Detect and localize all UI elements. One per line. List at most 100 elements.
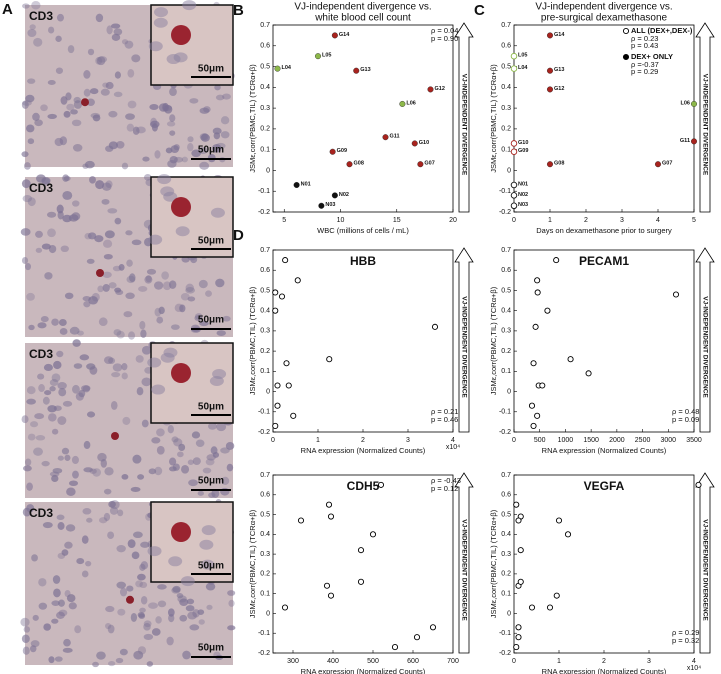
nucleus [169, 130, 176, 136]
nucleus [187, 136, 194, 143]
nucleus [170, 324, 180, 330]
nucleus [127, 100, 137, 109]
nucleus [112, 363, 123, 372]
data-point [534, 277, 541, 284]
data-point [515, 634, 522, 641]
nucleus [121, 39, 129, 45]
y-tick-label: 0.7 [260, 247, 270, 254]
nucleus [103, 254, 113, 260]
nucleus [157, 584, 167, 590]
y-tick-label: -0.2 [499, 209, 511, 216]
data-point [427, 86, 434, 93]
x-tick-label: 500 [534, 437, 546, 444]
nucleus [154, 466, 163, 476]
nucleus [143, 622, 151, 631]
divergence-arrow [695, 247, 715, 433]
nucleus [125, 230, 133, 236]
stained-cell [126, 595, 134, 604]
data-point [290, 412, 297, 419]
y-tick-label: 0.1 [260, 368, 270, 375]
y-tick-label: 0.2 [501, 571, 511, 578]
nucleus [61, 549, 69, 556]
data-point [515, 624, 522, 631]
x-multiplier: x10⁴ [687, 665, 701, 672]
nucleus [188, 479, 198, 487]
nucleus [115, 141, 125, 149]
data-point [283, 360, 290, 367]
y-tick-label: 0.6 [501, 43, 511, 50]
data-point [564, 531, 572, 538]
nucleus [38, 578, 47, 587]
stained-cell [171, 363, 191, 383]
data-point [530, 360, 537, 367]
x-tick-label: 4 [692, 658, 696, 665]
nucleus [44, 390, 52, 396]
nucleus [145, 275, 152, 283]
nucleus [205, 582, 216, 591]
y-tick-label: 0.1 [260, 591, 270, 598]
nucleus [176, 593, 184, 599]
nucleus [158, 306, 165, 315]
point-label: G09 [518, 148, 528, 154]
nucleus [33, 447, 43, 456]
nucleus [62, 647, 73, 653]
nucleus [20, 228, 31, 236]
nucleus [56, 514, 65, 521]
data-point [546, 604, 554, 611]
chart-title: CDH5 [347, 479, 380, 493]
nucleus [222, 315, 231, 322]
nucleus [57, 416, 67, 425]
x-tick-label: 2 [602, 658, 606, 665]
x-axis-label: RNA expression (Normalized Counts) [301, 446, 426, 455]
point-label: L04 [282, 65, 292, 71]
panel-letter: D [233, 227, 244, 244]
data-point [547, 86, 554, 93]
nucleus [151, 384, 166, 395]
nucleus [199, 161, 210, 170]
y-tick-label: 0.5 [501, 287, 511, 294]
data-point [515, 517, 522, 524]
y-tick-label: -0.1 [499, 630, 511, 637]
nucleus [35, 230, 43, 238]
nucleus [40, 104, 48, 112]
nucleus [56, 13, 65, 22]
data-point [353, 67, 360, 74]
nucleus [26, 386, 36, 395]
nucleus [31, 1, 41, 10]
nucleus [103, 488, 112, 495]
nucleus [107, 624, 115, 634]
nucleus [147, 546, 162, 557]
data-point [377, 481, 385, 488]
y-tick-label: 0.1 [260, 147, 270, 154]
y-tick-label: 0.6 [260, 43, 270, 50]
nucleus [68, 214, 79, 222]
scale-label: 50μm [198, 643, 224, 654]
nucleus [226, 463, 234, 472]
nucleus [160, 352, 175, 363]
plot-frame [513, 249, 695, 433]
nucleus [82, 508, 92, 515]
nucleus [63, 110, 71, 118]
nucleus [42, 396, 50, 405]
nucleus [29, 24, 36, 30]
chart-title: VJ-independent divergence vs. [294, 2, 431, 13]
nucleus [56, 350, 64, 358]
data-point [555, 517, 563, 524]
nucleus [189, 624, 200, 631]
y-tick-label: 0.4 [260, 531, 270, 538]
y-tick-label: 0.5 [501, 511, 511, 518]
y-tick-label: 0.6 [260, 267, 270, 274]
nucleus [186, 598, 195, 605]
nucleus [32, 112, 40, 121]
nucleus [84, 160, 95, 169]
nucleus [21, 634, 30, 644]
data-point [323, 582, 331, 589]
stat-annotation: p = 0.46 [431, 415, 458, 424]
nucleus [147, 357, 162, 368]
nucleus [108, 141, 118, 150]
x-tick-label: 3 [406, 437, 410, 444]
inset [150, 4, 234, 86]
nucleus [66, 594, 76, 603]
y-tick-label: 0.5 [260, 287, 270, 294]
nucleus [71, 119, 82, 127]
